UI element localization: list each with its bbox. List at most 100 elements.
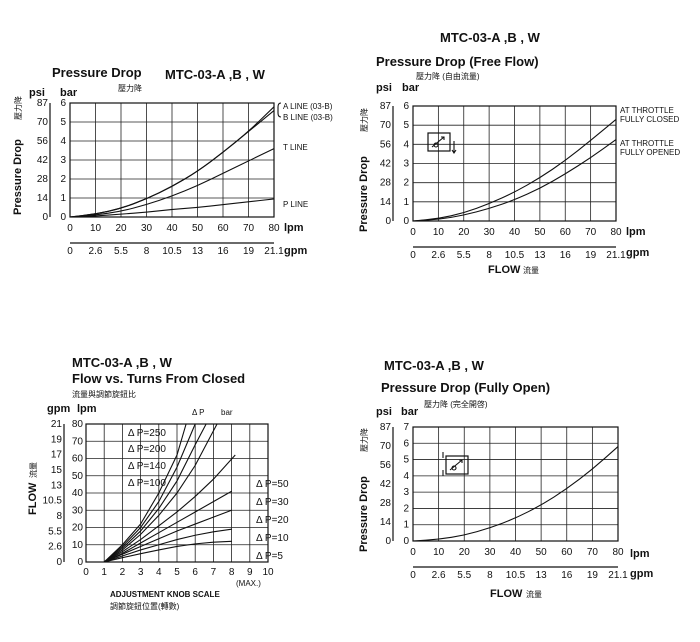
- c1-title: Pressure Drop: [52, 65, 142, 80]
- c3-x-tick: 10: [262, 567, 274, 578]
- c2-y-axis-label-cn: 壓力降: [359, 108, 369, 132]
- c2-lpm-tick: 70: [585, 227, 597, 238]
- c3-series-3: [103, 423, 218, 563]
- c1-note-a-line: A LINE (03-B): [283, 102, 333, 111]
- c3-series-4: [103, 454, 236, 563]
- c4-psi-tick: 42: [380, 479, 392, 490]
- c3-right-label: Δ P=50: [256, 479, 289, 490]
- c3-title: Flow vs. Turns From Closed: [72, 371, 245, 386]
- c2-y-axis-label: Pressure Drop: [358, 156, 370, 232]
- c4-valve-symbol-icon: [442, 452, 469, 476]
- c1-series-1: [69, 110, 275, 218]
- c3-gpm-tick: 2.6: [48, 542, 62, 553]
- c4-gpm-tick: 19: [587, 570, 599, 581]
- c4-gpm-tick: 16: [561, 570, 573, 581]
- c2-series-0: [412, 118, 617, 222]
- c4-gpm-tick: 21.1: [608, 570, 628, 581]
- c4-series: [412, 446, 619, 542]
- c2-subtitle-cn: 壓力降 (自由流量): [416, 71, 480, 81]
- c3-x-tick: 7: [211, 567, 217, 578]
- c1-gpm-tick: 21.1: [264, 246, 284, 257]
- c4-gpm-tick: 10.5: [506, 570, 526, 581]
- c4-psi-tick: 14: [380, 517, 392, 528]
- c4-lpm-tick: 80: [612, 547, 624, 558]
- c2-lpm-tick: 0: [410, 227, 416, 238]
- c2-gpm-tick: 19: [585, 250, 597, 261]
- c1-psi-tick: 14: [37, 193, 49, 204]
- c3-series-0: [103, 423, 187, 563]
- c4-psi-tick: 87: [380, 422, 392, 433]
- c3-lpm-tick: 10: [72, 540, 84, 551]
- c1-x-unit-gpm: gpm: [284, 245, 307, 257]
- c4-lpm-tick: 0: [410, 547, 416, 558]
- c4-y-axis-label: Pressure Drop: [358, 476, 370, 552]
- c2-valve-symbol-icon: [427, 132, 457, 154]
- c2-gpm-tick: 5.5: [457, 250, 471, 261]
- c4-subtitle-cn: 壓力降 (完全開啓): [424, 399, 488, 409]
- c3-gpm-tick: 15: [51, 465, 63, 476]
- c4-gpm-tick: 13: [536, 570, 548, 581]
- c4-bar-tick: 3: [403, 487, 409, 498]
- c2-psi-tick: 14: [380, 197, 392, 208]
- c2-x-unit-lpm: lpm: [626, 226, 646, 238]
- c4-lpm-tick: 10: [433, 547, 445, 558]
- chart-2: MTC-03-A ,B , W Pressure Drop (Free Flow…: [358, 30, 680, 276]
- c1-bar-tick: 5: [60, 117, 66, 128]
- c1-psi-tick: 0: [42, 212, 48, 223]
- c2-gpm-tick: 0: [410, 250, 416, 261]
- c3-curve-labels: Δ P=250 Δ P=200 Δ P=140 Δ P=100 Δ P=50 Δ P=30…: [128, 428, 289, 562]
- c1-bar-tick: 1: [60, 193, 66, 204]
- c2-lpm-tick: 20: [458, 227, 470, 238]
- c4-lpm-tick: 40: [510, 547, 522, 558]
- c3-series-5: [103, 490, 232, 563]
- c1-grid: [49, 102, 275, 244]
- c2-note-closed-1: AT THROTTLE: [620, 106, 674, 115]
- c2-bar-tick: 3: [403, 159, 409, 170]
- c3-lpm-tick: 0: [77, 557, 83, 568]
- c3-x-tick: 8: [229, 567, 235, 578]
- c2-ticks: 0 10 20 30 40 50 60 70 800 2.6 5.5 8 10.5 13 16 19 21.16…: [380, 101, 626, 261]
- c3-left-label: Δ P=200: [128, 444, 167, 455]
- c3-ticks: 0 1 2 3 4 5 6 7 8 9 108070605040302010021191715131…: [43, 419, 274, 578]
- c3-max-label: (MAX.): [236, 579, 261, 588]
- c3-gpm-tick: 10.5: [43, 496, 63, 507]
- c3-gpm-tick: 21: [51, 419, 63, 430]
- c3-y-unit-lpm: lpm: [77, 403, 97, 415]
- c4-x-axis-label: FLOW: [490, 588, 523, 600]
- c2-bar-tick: 4: [403, 139, 409, 150]
- c1-series-2: [69, 148, 275, 218]
- c4-ticks: 0 10 20 30 40 50 60 70 800 2.6 5.5 8 10.5 13 16 19 21.17…: [380, 422, 628, 581]
- c2-note-open-2: FULLY OPENED: [620, 148, 680, 157]
- c1-gpm-tick: 5.5: [114, 246, 128, 257]
- c4-model: MTC-03-A ,B , W: [384, 358, 485, 373]
- c4-y-unit-psi: psi: [376, 406, 392, 418]
- c3-lpm-tick: 40: [72, 488, 84, 499]
- c2-bar-tick: 0: [403, 216, 409, 227]
- c1-lpm-tick: 50: [192, 223, 204, 234]
- c4-y-unit-bar: bar: [401, 406, 419, 418]
- c3-bar-label: bar: [221, 408, 233, 417]
- c3-x-tick: 4: [156, 567, 162, 578]
- c2-gpm-tick: 8: [486, 250, 492, 261]
- c1-plot-frame: [69, 102, 275, 218]
- c4-gpm-tick: 5.5: [457, 570, 471, 581]
- c3-series: [103, 423, 236, 563]
- c3-x-tick: 6: [192, 567, 198, 578]
- c1-gpm-tick: 2.6: [89, 246, 103, 257]
- c4-gpm-tick: 8: [487, 570, 493, 581]
- c1-bar-tick: 0: [60, 212, 66, 223]
- c4-psi-tick: 70: [380, 441, 392, 452]
- c3-lpm-tick: 60: [72, 454, 84, 465]
- c1-lpm-tick: 20: [115, 223, 127, 234]
- c3-x-tick: 5: [174, 567, 180, 578]
- c1-gpm-tick: 10.5: [162, 246, 182, 257]
- c3-gpm-tick: 17: [51, 450, 63, 461]
- c4-x-unit-lpm: lpm: [630, 548, 650, 560]
- c4-y-axis-label-cn: 壓力降: [359, 428, 369, 452]
- c2-lpm-tick: 50: [534, 227, 546, 238]
- c2-gpm-tick: 10.5: [505, 250, 525, 261]
- c1-gpm-tick: 8: [144, 246, 150, 257]
- c4-x-axis-label-cn: 流量: [526, 589, 542, 599]
- c2-model: MTC-03-A ,B , W: [440, 30, 541, 45]
